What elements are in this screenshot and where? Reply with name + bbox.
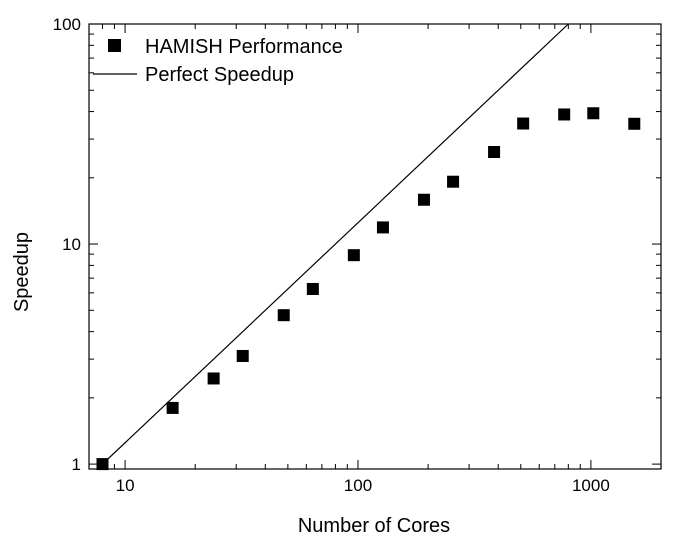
x-tick-label: 100 [344, 476, 372, 495]
axis-ticks [88, 23, 662, 469]
hamish-data-point [488, 146, 501, 159]
legend-label-hamish: HAMISH Performance [145, 36, 343, 58]
legend-square-marker [108, 39, 121, 52]
hamish-data-point [517, 117, 530, 130]
hamish-data-point [628, 117, 641, 130]
x-tick-label: 10 [116, 476, 135, 495]
series-layer [96, 23, 641, 471]
y-axis-title: Speedup [11, 232, 33, 312]
hamish-data-point [417, 193, 430, 206]
y-tick-label: 10 [62, 235, 81, 254]
y-tick-label: 1 [72, 455, 81, 474]
hamish-data-point [447, 175, 460, 188]
legend: HAMISH Performance Perfect Speedup [93, 36, 343, 86]
perfect-speedup-line [102, 23, 569, 465]
hamish-data-point [587, 107, 600, 120]
hamish-data-point [347, 249, 360, 262]
hamish-data-point [376, 221, 389, 234]
hamish-data-point [306, 282, 319, 295]
hamish-data-point [166, 401, 179, 414]
hamish-data-point [96, 458, 109, 471]
x-axis-title: Number of Cores [298, 515, 450, 537]
hamish-data-point [236, 349, 249, 362]
hamish-data-point [277, 309, 290, 322]
legend-label-perfect: Perfect Speedup [145, 64, 294, 86]
x-tick-label: 1000 [572, 476, 610, 495]
y-tick-label: 100 [53, 15, 81, 34]
hamish-data-point [558, 108, 571, 121]
tick-labels: 10 100 1000 1 10 100 [53, 15, 610, 495]
hamish-data-point [207, 372, 220, 385]
plot-frame [88, 23, 662, 470]
